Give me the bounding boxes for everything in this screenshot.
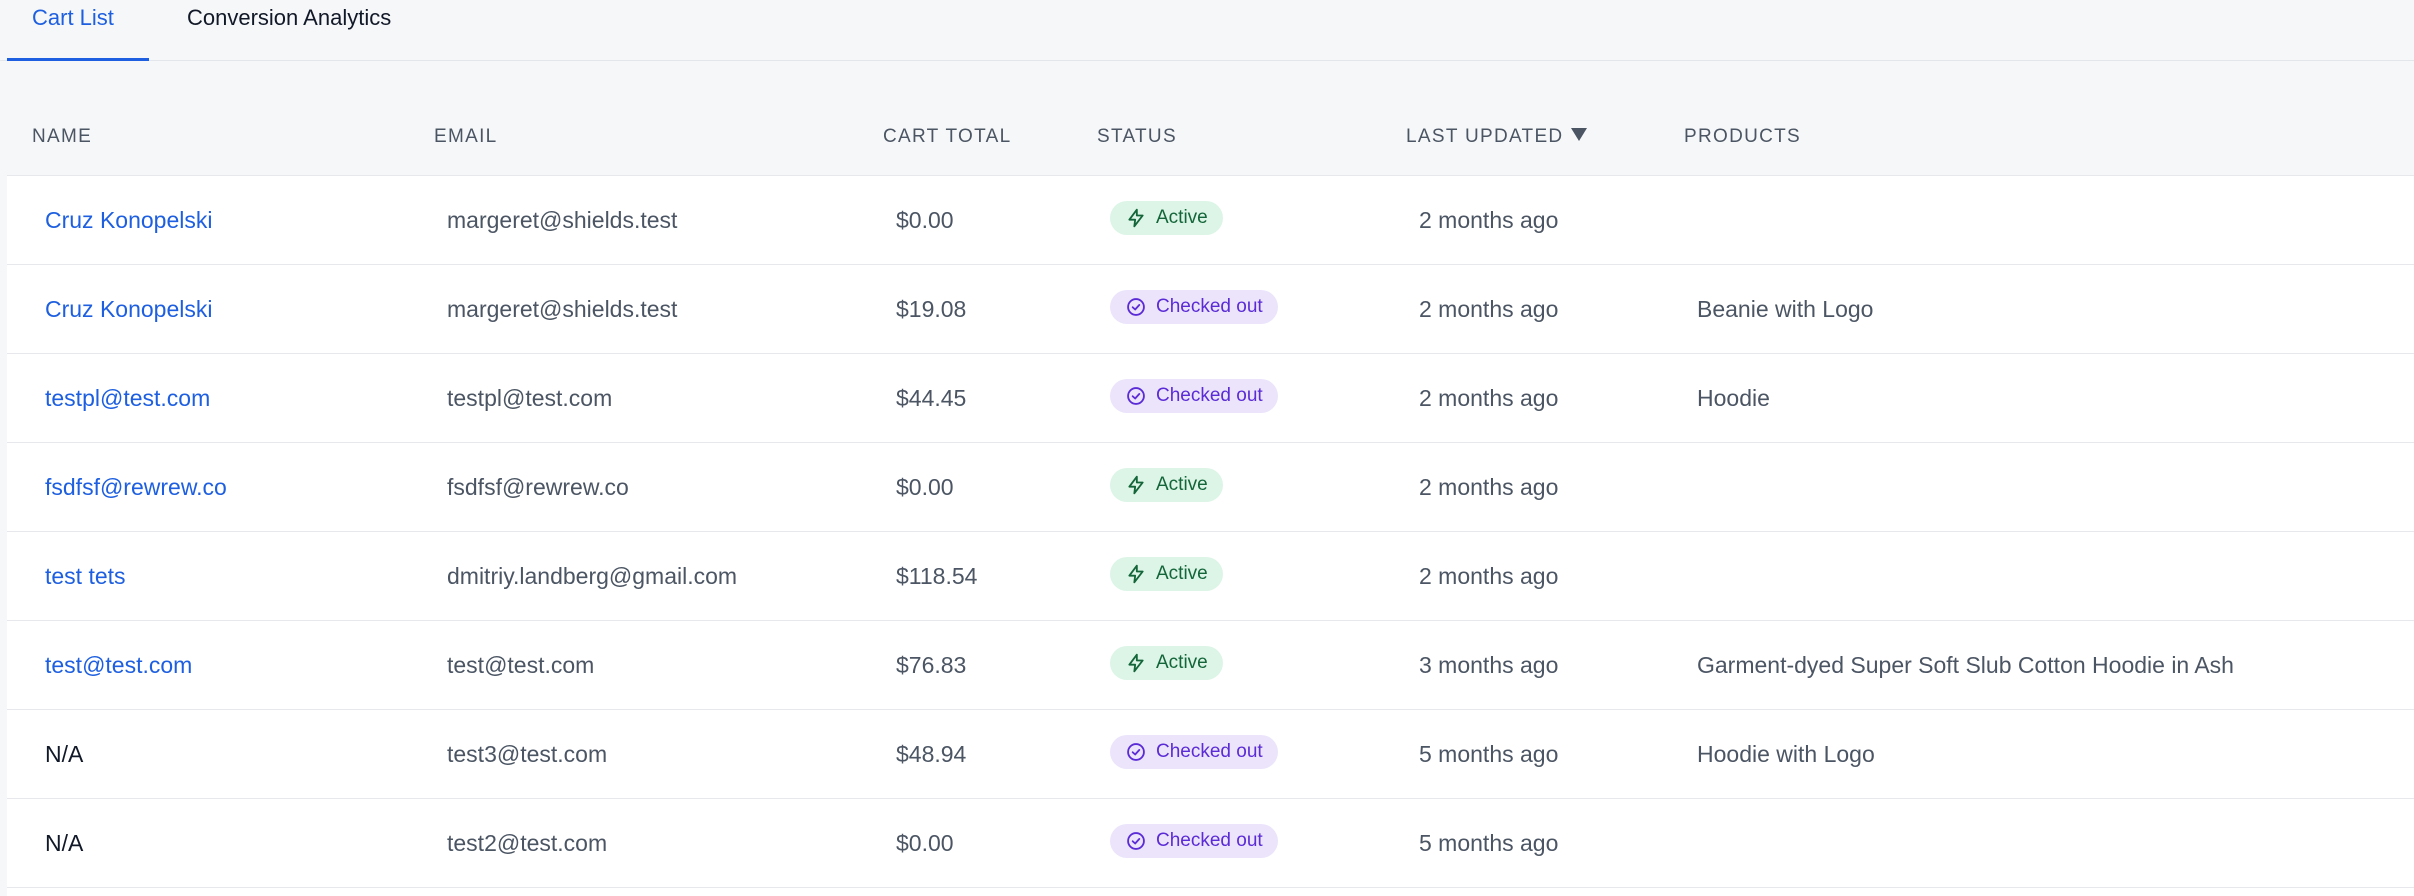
table-row[interactable]: N/A test3@test.com $48.94 Checked out 5 mont… [7, 710, 2414, 799]
table-row[interactable]: Cruz Konopelski margeret@shields.test $0.0… [7, 176, 2414, 265]
check-circle-icon [1126, 742, 1156, 762]
customer-email: margeret@shields.test [447, 296, 678, 322]
status-label: Checked out [1156, 296, 1263, 317]
status-label: Checked out [1156, 385, 1263, 406]
status-cell: Checked out [1110, 824, 1278, 858]
table-header: NAME EMAIL CART TOTAL STATUS LAST UPDATE… [7, 61, 2414, 176]
lightning-bolt-icon [1126, 208, 1156, 228]
tab-conversion-analytics[interactable]: Conversion Analytics [187, 5, 392, 30]
customer-name-link[interactable]: Cruz Konopelski [45, 207, 213, 233]
customer-name: N/A [45, 741, 84, 767]
last-updated: 2 months ago [1419, 474, 1559, 500]
status-label: Active [1156, 474, 1208, 495]
status-badge: Active [1110, 201, 1223, 235]
cart-total: $76.83 [896, 652, 967, 678]
status-cell: Checked out [1110, 735, 1278, 769]
cart-total: $19.08 [896, 296, 967, 322]
status-badge: Checked out [1110, 824, 1278, 858]
products-list: Garment-dyed Super Soft Slub Cotton Hood… [1697, 652, 2234, 678]
status-label: Active [1156, 563, 1208, 584]
customer-name: N/A [45, 830, 84, 856]
status-cell: Checked out [1110, 379, 1278, 413]
table-row[interactable]: testpl@test.com testpl@test.com $44.45 Chec… [7, 354, 2414, 443]
tab-cart-list[interactable]: Cart List [7, 0, 149, 61]
status-cell: Active [1110, 646, 1223, 680]
column-header-last-updated[interactable]: LAST UPDATED [1406, 126, 1588, 148]
customer-email: dmitriy.landberg@gmail.com [447, 563, 738, 589]
products-list: Hoodie [1697, 385, 1770, 411]
last-updated: 3 months ago [1419, 652, 1559, 678]
table-row[interactable]: fsdfsf@rewrew.co fsdfsf@rewrew.co $0.00 Act… [7, 443, 2414, 532]
table-row[interactable]: Cruz Konopelski margeret@shields.test $19.… [7, 265, 2414, 354]
customer-email: fsdfsf@rewrew.co [447, 474, 629, 500]
check-circle-icon [1126, 831, 1156, 851]
customer-name-link[interactable]: testpl@test.com [45, 385, 211, 411]
caret-down-icon[interactable] [1571, 128, 1588, 141]
status-cell: Checked out [1110, 290, 1278, 324]
tab-bar: Cart List Conversion Analytics [0, 0, 2414, 61]
cart-total: $0.00 [896, 474, 954, 500]
cart-total: $0.00 [896, 830, 954, 856]
check-circle-icon [1126, 297, 1156, 317]
status-label: Checked out [1156, 830, 1263, 851]
customer-email: test2@test.com [447, 830, 608, 856]
customer-name-link[interactable]: fsdfsf@rewrew.co [45, 474, 227, 500]
last-updated: 5 months ago [1419, 830, 1559, 856]
status-label: Checked out [1156, 741, 1263, 762]
customer-email: test3@test.com [447, 741, 608, 767]
customer-email: margeret@shields.test [447, 207, 678, 233]
lightning-bolt-icon [1126, 653, 1156, 673]
table-row[interactable]: N/A test2@test.com $0.00 Checked out 5 month… [7, 799, 2414, 888]
customer-email: testpl@test.com [447, 385, 613, 411]
cart-table: NAME EMAIL CART TOTAL STATUS LAST UPDATE… [7, 61, 2414, 896]
column-header-cart-total[interactable]: CART TOTAL [883, 126, 1012, 147]
status-cell: Active [1110, 468, 1223, 502]
customer-name-link[interactable]: Cruz Konopelski [45, 296, 213, 322]
last-updated: 2 months ago [1419, 385, 1559, 411]
column-header-name[interactable]: NAME [32, 126, 93, 147]
table-row[interactable]: test@test.com test@test.com $76.83 Active 3 … [7, 621, 2414, 710]
status-badge: Active [1110, 557, 1223, 591]
status-cell: Active [1110, 557, 1223, 591]
cart-total: $118.54 [896, 563, 978, 589]
column-header-last-updated-label: LAST UPDATED [1406, 126, 1564, 147]
status-badge: Active [1110, 468, 1223, 502]
lightning-bolt-icon [1126, 564, 1156, 584]
last-updated: 5 months ago [1419, 741, 1559, 767]
products-list: Hoodie with Logo [1697, 741, 1875, 767]
customer-name-link[interactable]: test tets [45, 563, 126, 589]
cart-total: $48.94 [896, 741, 967, 767]
status-label: Active [1156, 207, 1208, 228]
customer-name-link[interactable]: test@test.com [45, 652, 193, 678]
lightning-bolt-icon [1126, 475, 1156, 495]
column-header-products[interactable]: PRODUCTS [1684, 126, 1802, 147]
status-label: Active [1156, 652, 1208, 673]
last-updated: 2 months ago [1419, 563, 1559, 589]
status-badge: Active [1110, 646, 1223, 680]
last-updated: 2 months ago [1419, 296, 1559, 322]
column-header-status[interactable]: STATUS [1097, 126, 1177, 147]
status-badge: Checked out [1110, 379, 1278, 413]
customer-email: test@test.com [447, 652, 595, 678]
cart-total: $0.00 [896, 207, 954, 233]
status-badge: Checked out [1110, 290, 1278, 324]
last-updated: 2 months ago [1419, 207, 1559, 233]
products-list: Beanie with Logo [1697, 296, 1874, 322]
table-row[interactable]: test tets dmitriy.landberg@gmail.com $118.… [7, 532, 2414, 621]
status-cell: Active [1110, 201, 1223, 235]
check-circle-icon [1126, 386, 1156, 406]
cart-total: $44.45 [896, 385, 967, 411]
column-header-email[interactable]: EMAIL [434, 126, 498, 147]
status-badge: Checked out [1110, 735, 1278, 769]
